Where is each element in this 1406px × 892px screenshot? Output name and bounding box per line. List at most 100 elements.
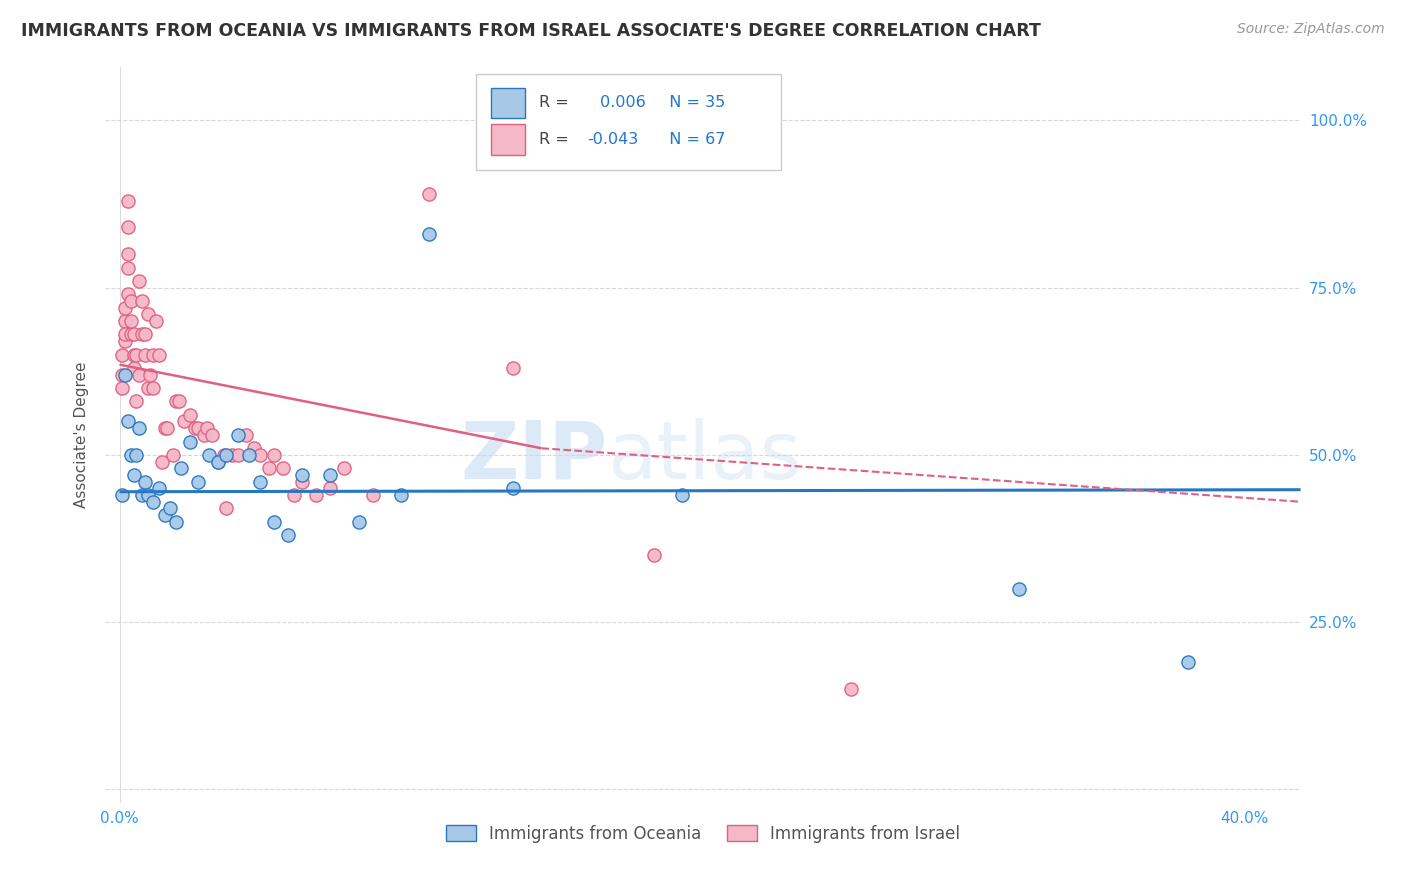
Point [418,227,440,241]
Point [319,481,342,495]
FancyBboxPatch shape [492,124,524,155]
Point [1177,655,1199,669]
Point [117,414,139,428]
Point [226,448,249,462]
Point [212,448,235,462]
Point [226,427,249,442]
Point [125,347,148,362]
Point [361,488,384,502]
Point [671,488,693,502]
Point [271,461,294,475]
Point [120,327,142,342]
Point [131,327,153,342]
Point [136,307,159,321]
Point [165,394,187,409]
Point [221,448,243,462]
Point [643,548,665,563]
Point [148,481,170,495]
Point [207,454,229,469]
Point [201,427,224,442]
Point [153,508,176,523]
Point [1008,582,1031,596]
Point [122,347,145,362]
Point [187,421,209,435]
Point [117,194,139,208]
Point [167,394,190,409]
Point [184,421,207,435]
Point [111,368,134,382]
Point [114,368,136,382]
Point [139,368,162,382]
Point [347,515,370,529]
Point [839,681,862,696]
Point [238,448,260,462]
Point [117,220,139,235]
Point [142,347,165,362]
Point [249,475,271,489]
Point [156,421,179,435]
Point [243,441,266,455]
Point [128,274,150,288]
Point [120,448,142,462]
Point [120,293,142,308]
Point [263,515,285,529]
Point [291,475,314,489]
Point [389,488,412,502]
Point [162,448,184,462]
Point [187,475,209,489]
Point [179,408,201,422]
FancyBboxPatch shape [492,87,524,119]
Point [114,314,136,328]
Point [142,381,165,395]
Point [117,260,139,275]
Point [122,327,145,342]
Point [125,394,148,409]
Point [249,448,271,462]
Point [114,327,136,342]
Point [173,414,195,428]
Text: Source: ZipAtlas.com: Source: ZipAtlas.com [1237,22,1385,37]
Point [114,301,136,315]
Point [159,501,181,516]
Point [136,381,159,395]
Legend: Immigrants from Oceania, Immigrants from Israel: Immigrants from Oceania, Immigrants from… [439,818,967,850]
Text: IMMIGRANTS FROM OCEANIA VS IMMIGRANTS FROM ISRAEL ASSOCIATE'S DEGREE CORRELATION: IMMIGRANTS FROM OCEANIA VS IMMIGRANTS FR… [21,22,1040,40]
Point [418,187,440,202]
Point [128,368,150,382]
Point [128,421,150,435]
Text: atlas: atlas [607,418,801,496]
Point [257,461,280,475]
Point [134,475,156,489]
Point [131,293,153,308]
Point [111,488,134,502]
Point [277,528,299,542]
Point [502,481,524,495]
Point [131,488,153,502]
Point [198,448,221,462]
Point [215,501,238,516]
Point [195,421,218,435]
FancyBboxPatch shape [475,74,780,170]
Point [179,434,201,449]
Point [134,347,156,362]
Text: N = 67: N = 67 [659,132,725,147]
Point [305,488,328,502]
Text: ZIP: ZIP [460,418,607,496]
Point [142,494,165,508]
Text: 0.006: 0.006 [596,95,647,111]
Point [235,427,257,442]
Point [153,421,176,435]
Point [134,327,156,342]
Text: N = 35: N = 35 [659,95,725,111]
Point [215,448,238,462]
Point [117,247,139,261]
Point [207,454,229,469]
Point [111,347,134,362]
Point [145,314,167,328]
Point [120,314,142,328]
Point [502,360,524,375]
Point [136,488,159,502]
Point [150,454,173,469]
Point [114,334,136,348]
Point [193,427,215,442]
